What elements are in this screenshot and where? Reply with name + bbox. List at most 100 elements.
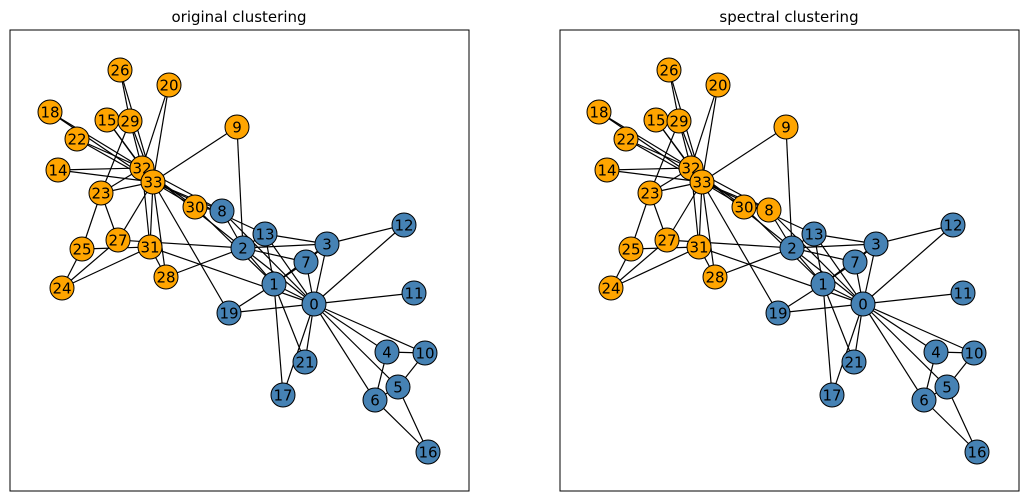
node-20: 20: [156, 72, 182, 98]
node-5: 5: [385, 374, 411, 400]
edge-2-9: [785, 126, 793, 249]
edge-24-31: [610, 246, 700, 289]
node-circle-29: [117, 108, 143, 134]
node-circle-30: [182, 194, 208, 220]
node-19: 19: [216, 300, 242, 326]
node-circle-7: [842, 249, 868, 275]
node-circle-13: [801, 221, 827, 247]
edge-0-13: [264, 233, 315, 305]
node-14: 14: [594, 157, 620, 183]
node-label-21: 21: [295, 354, 314, 372]
node-circle-7: [293, 249, 319, 275]
node-circle-21: [841, 349, 867, 375]
edge-2-27: [117, 239, 244, 249]
node-label-18: 18: [40, 104, 59, 122]
node-2: 2: [779, 235, 805, 261]
node-8: 8: [209, 198, 235, 224]
edge-9-33: [701, 126, 787, 183]
edge-0-12: [862, 224, 954, 305]
node-circle-6: [362, 387, 388, 413]
node-label-8: 8: [217, 203, 227, 221]
node-circle-11: [950, 280, 976, 306]
node-19: 19: [765, 300, 791, 326]
edge-19-33: [152, 181, 230, 314]
node-label-31: 31: [140, 239, 159, 257]
edge-0-5: [862, 303, 948, 388]
node-22: 22: [64, 126, 90, 152]
node-label-22: 22: [616, 131, 635, 149]
node-11: 11: [950, 280, 976, 306]
node-circle-10: [412, 340, 438, 366]
node-30: 30: [182, 194, 208, 220]
node-circle-4: [923, 339, 949, 365]
node-layer-original: 012 3456789101112131415161718192021222324…: [37, 57, 441, 465]
edge-20-32: [141, 84, 170, 169]
edge-2-3: [242, 243, 328, 249]
node-circle-10: [961, 340, 987, 366]
node-label-3: 3: [871, 236, 881, 254]
node-circle-0: [850, 291, 876, 317]
node-circle-22: [64, 126, 90, 152]
node-circle-25: [618, 236, 644, 262]
node-10: 10: [412, 340, 438, 366]
node-label-8: 8: [764, 202, 774, 220]
node-label-2: 2: [787, 240, 797, 258]
node-label-4: 4: [931, 344, 941, 362]
node-circle-12: [391, 212, 417, 238]
edge-1-17: [822, 283, 833, 396]
node-circle-13: [252, 221, 278, 247]
edge-0-5: [313, 303, 399, 388]
node-circle-25: [69, 236, 95, 262]
node-29: 29: [666, 108, 692, 134]
edge-2-27: [666, 239, 793, 249]
node-16: 16: [964, 439, 990, 465]
node-label-27: 27: [657, 232, 676, 250]
node-circle-18: [37, 99, 63, 125]
node-6: 6: [362, 387, 388, 413]
node-label-1: 1: [269, 276, 279, 294]
node-label-11: 11: [404, 285, 423, 303]
node-label-6: 6: [919, 392, 929, 410]
edge-0-8: [768, 209, 864, 305]
node-23: 23: [88, 180, 114, 206]
node-label-33: 33: [143, 174, 162, 192]
node-label-16: 16: [418, 444, 437, 462]
edge-23-29: [649, 120, 680, 194]
panel-spectral-clustering: spectral clustering 012 34567891011121314…: [559, 8, 1020, 492]
node-circle-3: [314, 231, 340, 257]
node-label-4: 4: [382, 344, 392, 362]
node-28: 28: [702, 264, 728, 290]
node-label-22: 22: [67, 131, 86, 149]
node-13: 13: [252, 221, 278, 247]
node-circle-1: [261, 271, 287, 297]
node-27: 27: [654, 227, 680, 253]
node-21: 21: [841, 349, 867, 375]
node-17: 17: [819, 382, 845, 408]
node-label-9: 9: [781, 119, 791, 137]
node-label-27: 27: [108, 232, 127, 250]
node-25: 25: [618, 236, 644, 262]
node-circle-0: [301, 291, 327, 317]
edge-0-31: [149, 246, 315, 305]
node-label-24: 24: [52, 280, 71, 298]
panel-frame-spectral: [559, 29, 1020, 492]
node-12: 12: [391, 212, 417, 238]
node-16: 16: [415, 439, 441, 465]
edge-2-3: [791, 243, 877, 249]
node-circle-5: [385, 374, 411, 400]
node-label-23: 23: [640, 185, 659, 203]
node-18: 18: [37, 99, 63, 125]
node-circle-21: [292, 349, 318, 375]
node-33: 33: [140, 169, 166, 195]
node-label-19: 19: [768, 305, 787, 323]
node-circle-3: [863, 231, 889, 257]
node-label-14: 14: [597, 162, 616, 180]
edge-0-19: [228, 303, 315, 314]
node-6: 6: [911, 387, 937, 413]
node-circle-14: [594, 157, 620, 183]
node-24: 24: [49, 275, 75, 301]
edge-13-33: [152, 181, 266, 235]
node-label-29: 29: [669, 113, 688, 131]
node-label-33: 33: [692, 174, 711, 192]
